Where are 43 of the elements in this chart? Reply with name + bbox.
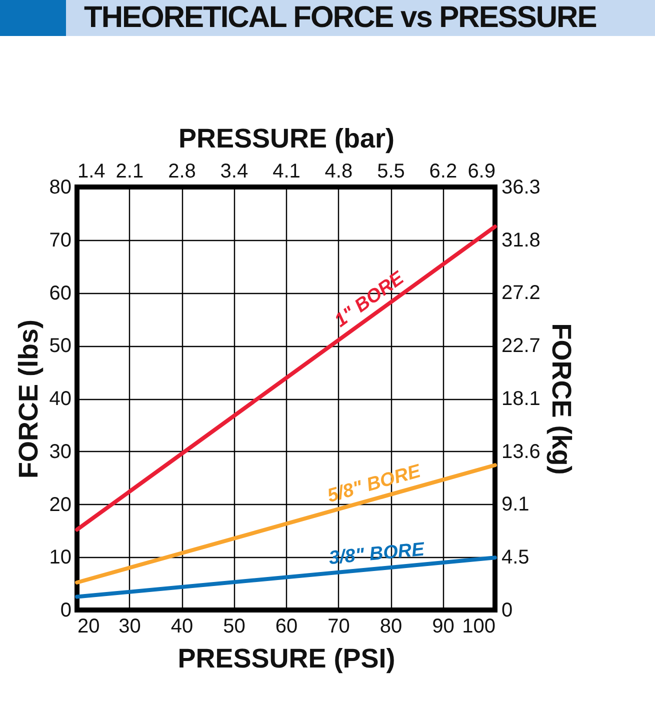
x2-tick-label: 5.5 xyxy=(377,160,405,182)
x-tick-label: 100 xyxy=(462,616,496,638)
y-tick-label: 0 xyxy=(60,600,72,622)
y-tick-label: 30 xyxy=(49,440,72,463)
x-tick-label: 40 xyxy=(170,616,194,638)
x-tick-label: 60 xyxy=(275,616,298,638)
x-tick-label: 90 xyxy=(432,616,454,638)
chart-title: THEORETICAL FORCE vs PRESSURE xyxy=(0,0,655,36)
y2-tick-label: 36.3 xyxy=(502,176,540,198)
y-axis-title: FORCE (lbs) xyxy=(13,320,44,478)
y2-tick-label: 13.6 xyxy=(502,440,540,463)
x2-tick-label: 6.9 xyxy=(468,160,496,182)
text: 5/8" BORE xyxy=(325,460,424,508)
y-tick-label: 20 xyxy=(49,494,72,516)
x2-tick-label: 6.2 xyxy=(429,160,458,182)
x-tick-label: 50 xyxy=(223,616,246,638)
y2-tick-label: 4.5 xyxy=(502,546,530,569)
text: 3/8" BORE xyxy=(328,539,426,570)
y2-tick-label: 22.7 xyxy=(502,335,540,358)
x2-tick-label: 3.4 xyxy=(220,160,248,182)
y-tick-label: 70 xyxy=(49,229,72,252)
x-tick-label: 20 xyxy=(78,616,100,638)
x2-tick-label: 4.8 xyxy=(324,160,353,182)
x2-tick-label: 2.8 xyxy=(168,160,196,182)
y2-tick-label: 31.8 xyxy=(502,229,540,252)
x2-tick-label: 2.1 xyxy=(116,160,144,182)
y2-tick-label: 9.1 xyxy=(502,494,530,516)
y2-axis-title: FORCE (kg) xyxy=(546,323,576,475)
y2-tick-label: 0 xyxy=(502,600,513,622)
x-tick-label: 30 xyxy=(118,616,141,638)
x2-tick-label: 4.1 xyxy=(272,160,300,182)
y2-tick-label: 27.2 xyxy=(502,282,540,304)
x-tick-label: 80 xyxy=(380,616,402,638)
y-tick-label: 50 xyxy=(49,335,72,358)
x2-axis-title: PRESSURE (bar) xyxy=(178,124,395,154)
x-tick-label: 70 xyxy=(328,616,350,638)
y-tick-label: 10 xyxy=(49,546,72,569)
y-tick-label: 80 xyxy=(49,176,72,198)
x-axis-title: PRESSURE (PSI) xyxy=(178,644,396,674)
x2-tick-label: 1.4 xyxy=(78,160,106,182)
y-tick-label: 60 xyxy=(49,282,72,304)
y2-tick-label: 18.1 xyxy=(502,388,540,410)
y-tick-label: 40 xyxy=(49,388,72,410)
